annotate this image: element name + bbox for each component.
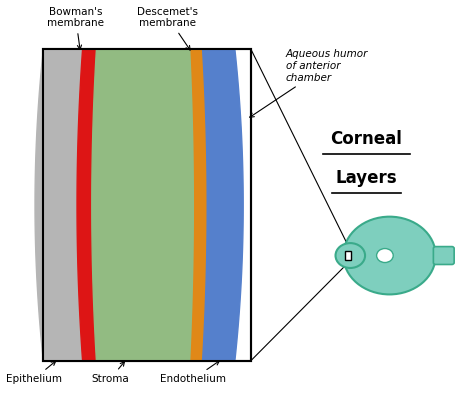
FancyBboxPatch shape xyxy=(433,246,454,264)
Text: Epithelium: Epithelium xyxy=(6,361,62,384)
Bar xyxy=(345,251,351,260)
Bar xyxy=(43,50,251,360)
Circle shape xyxy=(336,243,365,268)
Text: Endothelium: Endothelium xyxy=(160,361,227,384)
Text: Stroma: Stroma xyxy=(91,362,129,384)
Polygon shape xyxy=(202,50,243,360)
Polygon shape xyxy=(92,50,195,360)
Text: Aqueous humor
of anterior
chamber: Aqueous humor of anterior chamber xyxy=(250,50,368,117)
Text: Bowman's
membrane: Bowman's membrane xyxy=(47,7,104,50)
Bar xyxy=(43,50,251,360)
Circle shape xyxy=(343,217,436,294)
Text: Layers: Layers xyxy=(336,169,397,187)
Polygon shape xyxy=(35,50,82,360)
Text: Corneal: Corneal xyxy=(330,130,402,148)
Circle shape xyxy=(377,248,393,263)
Polygon shape xyxy=(77,50,96,360)
Text: Descemet's
membrane: Descemet's membrane xyxy=(137,7,199,50)
Polygon shape xyxy=(191,50,207,360)
